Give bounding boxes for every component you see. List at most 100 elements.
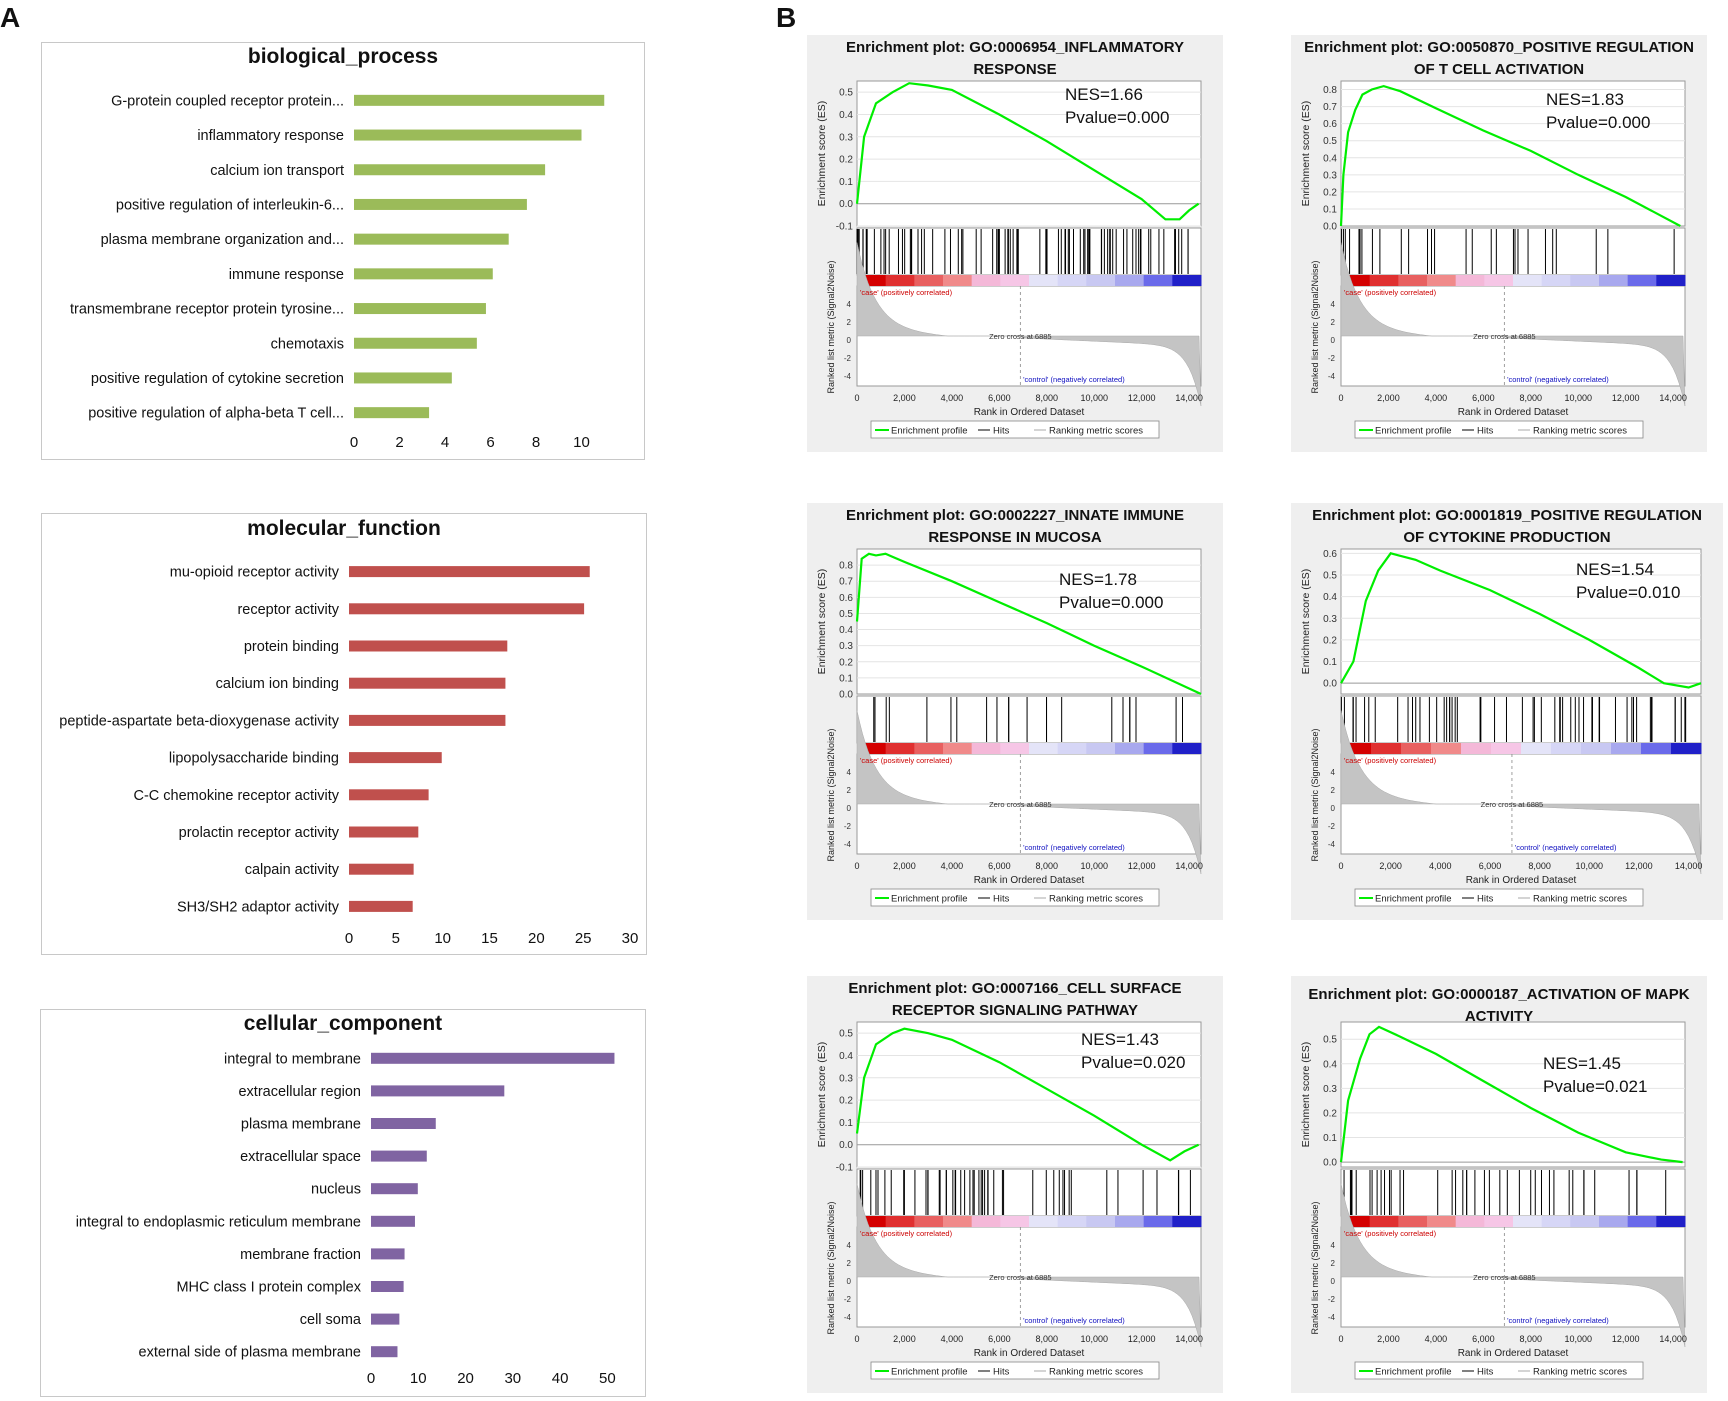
- legend-metric-label: Ranking metric scores: [1049, 1367, 1143, 1378]
- gradient-segment: [1341, 743, 1372, 754]
- es-tick-label: 0.1: [1323, 204, 1337, 215]
- x-tick-label: 12,000: [1128, 1334, 1156, 1344]
- x-tick-label: 4,000: [1425, 1334, 1448, 1344]
- es-tick-label: 0.6: [1323, 119, 1337, 130]
- gradient-segment: [1143, 743, 1173, 754]
- case-label: 'case' (positively correlated): [1344, 1229, 1437, 1238]
- gsea-panel-2: Enrichment plot: GO:0050870_POSITIVE REG…: [1291, 35, 1707, 452]
- es-tick-label: 0.5: [1323, 1035, 1337, 1046]
- gradient-segment: [1000, 275, 1030, 286]
- x-tick-label: 8,000: [1520, 393, 1543, 403]
- hits-area: [856, 1168, 1202, 1217]
- category-label: positive regulation of cytokine secretio…: [91, 371, 344, 387]
- gradient-segment: [1431, 743, 1462, 754]
- hits-area: [856, 695, 1202, 744]
- category-label: peptide-aspartate beta-dioxygenase activ…: [59, 713, 339, 729]
- x-tick-label: 14,000: [1175, 1334, 1203, 1344]
- gradient-segment: [1491, 743, 1522, 754]
- control-label: 'control' (negatively correlated): [1023, 375, 1125, 384]
- x-tick-label: 8: [532, 434, 540, 451]
- bar: [349, 863, 414, 875]
- legend-hits-label: Hits: [993, 1367, 1010, 1378]
- x-tick-label: 10,000: [1564, 393, 1592, 403]
- bar: [349, 677, 506, 689]
- category-label: nucleus: [311, 1182, 361, 1198]
- gradient-segment: [1057, 275, 1087, 286]
- category-label: calpain activity: [245, 862, 340, 878]
- metric-tick-label: 0: [1331, 804, 1336, 813]
- metric-tick-label: 0: [847, 1277, 852, 1286]
- es-tick-label: 0.0: [839, 199, 853, 210]
- x-tick-label: 30: [622, 930, 639, 947]
- es-tick-label: 0.3: [1323, 614, 1337, 625]
- x-tick-label: 2,000: [1377, 1334, 1400, 1344]
- es-tick-label: 0.1: [1323, 1133, 1337, 1144]
- gradient-segment: [1461, 743, 1492, 754]
- x-tick-label: 10: [410, 1370, 427, 1387]
- gsea-panel-5: Enrichment plot: GO:0007166_CELL SURFACE…: [807, 976, 1223, 1393]
- legend-box: [870, 1361, 1160, 1380]
- bar: [349, 752, 442, 764]
- gradient-segment: [1611, 743, 1642, 754]
- category-label: MHC class I protein complex: [176, 1280, 361, 1296]
- bar: [354, 268, 493, 280]
- x-axis-label: Rank in Ordered Dataset: [974, 407, 1085, 418]
- gradient-segment: [1513, 275, 1543, 286]
- gradient-segment: [1115, 275, 1145, 286]
- gradient-segment: [1086, 275, 1116, 286]
- metric-tick-label: -2: [844, 822, 852, 831]
- gradient-segment: [943, 275, 973, 286]
- legend-metric-label: Ranking metric scores: [1049, 426, 1143, 437]
- metric-axis-label: Ranked list metric (Signal2Noise): [1310, 728, 1320, 861]
- es-plot-area: [856, 1021, 1202, 1168]
- es-tick-label: 0.0: [839, 1140, 853, 1151]
- gradient-segment: [1029, 275, 1059, 286]
- gradient-segment: [1172, 743, 1202, 754]
- gsea-panel-3: Enrichment plot: GO:0002227_INNATE IMMUN…: [807, 503, 1223, 920]
- pvalue-label: Pvalue=0.000: [1059, 593, 1164, 612]
- x-tick-label: 6,000: [1472, 1334, 1495, 1344]
- legend-box: [1354, 420, 1644, 439]
- gradient-segment: [1570, 275, 1600, 286]
- gradient-segment: [971, 743, 1001, 754]
- metric-axis-label: Ranked list metric (Signal2Noise): [1310, 1201, 1320, 1334]
- x-tick-label: 2: [395, 434, 403, 451]
- gsea-title: Enrichment plot: GO:0050870_POSITIVE REG…: [1291, 37, 1707, 81]
- gradient-segment: [914, 275, 944, 286]
- metric-tick-label: 2: [1331, 786, 1336, 795]
- gradient-segment: [885, 1216, 915, 1227]
- gradient-segment: [1513, 1216, 1543, 1227]
- nes-label: NES=1.54: [1576, 560, 1654, 579]
- metric-tick-label: -4: [844, 372, 852, 381]
- metric-tick-label: 4: [847, 300, 852, 309]
- x-tick-label: 4: [441, 434, 449, 451]
- x-tick-label: 10: [434, 930, 451, 947]
- x-tick-label: 10,000: [1080, 861, 1108, 871]
- gsea-title-line1: Enrichment plot: GO:0000187_ACTIVATION O…: [1308, 986, 1690, 1003]
- gradient-segment: [1541, 275, 1571, 286]
- x-tick-label: 6,000: [988, 861, 1011, 871]
- zero-cross-label: Zero cross at 6885: [1473, 332, 1536, 341]
- metric-tick-label: -4: [844, 1313, 852, 1322]
- es-tick-label: 0.0: [839, 690, 853, 701]
- x-tick-label: 0: [1338, 393, 1343, 403]
- gradient-segment: [1115, 1216, 1145, 1227]
- metric-tick-label: 2: [1331, 318, 1336, 327]
- chart-title: cellular_component: [243, 1012, 443, 1035]
- bar: [371, 1052, 615, 1064]
- es-tick-label: 0.2: [1323, 1108, 1337, 1119]
- category-label: positive regulation of alpha-beta T cell…: [88, 406, 344, 422]
- gradient-segment: [1484, 1216, 1514, 1227]
- gsea-title: Enrichment plot: GO:0006954_INFLAMMATORY…: [807, 37, 1223, 81]
- gradient-segment: [1627, 275, 1657, 286]
- x-tick-label: 14,000: [1675, 861, 1703, 871]
- gsea-title: Enrichment plot: GO:0001819_POSITIVE REG…: [1291, 505, 1723, 549]
- gsea-title: Enrichment plot: GO:0007166_CELL SURFACE…: [807, 978, 1223, 1022]
- metric-tick-label: -2: [1328, 354, 1336, 363]
- gsea-panel-1: Enrichment plot: GO:0006954_INFLAMMATORY…: [807, 35, 1223, 452]
- x-tick-label: 20: [457, 1370, 474, 1387]
- legend-metric-label: Ranking metric scores: [1533, 894, 1627, 905]
- x-tick-label: 14,000: [1175, 861, 1203, 871]
- bar: [349, 640, 508, 652]
- es-tick-label: 0.4: [1323, 153, 1337, 164]
